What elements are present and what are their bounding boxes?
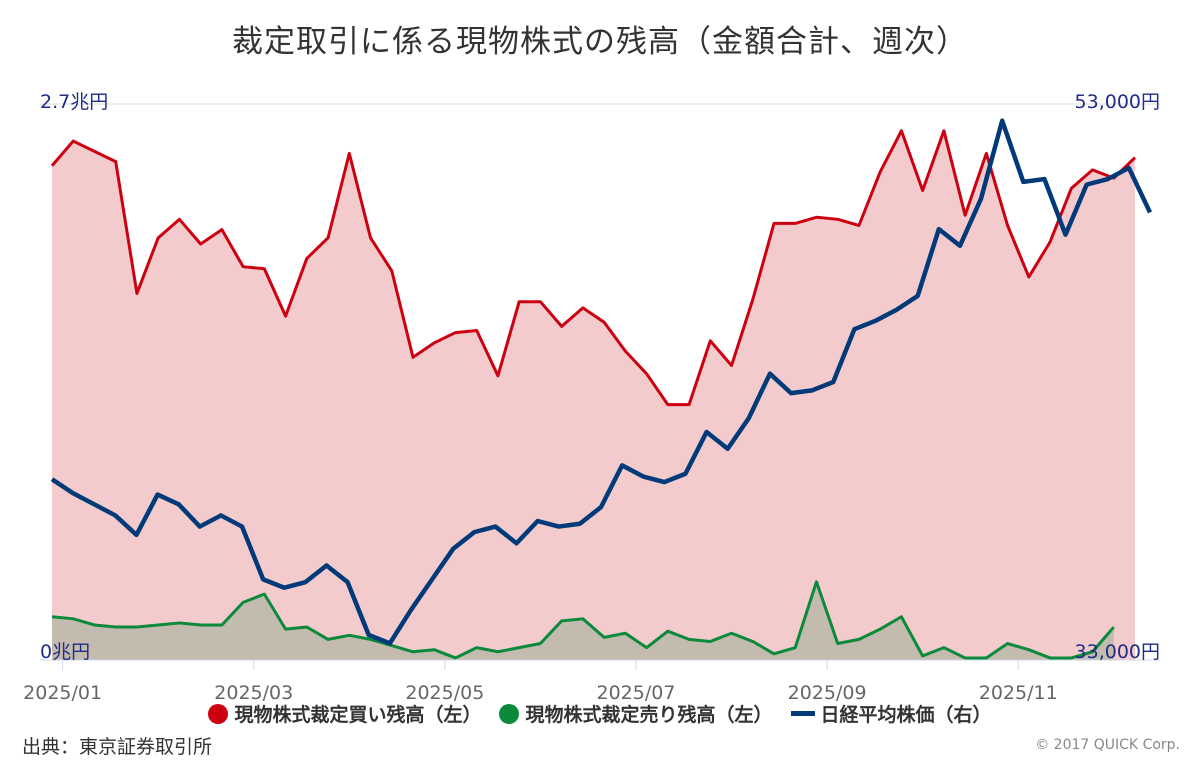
x-tick-label: 2025/07 — [597, 682, 676, 704]
left-axis-max-label: 2.7兆円 — [40, 91, 108, 113]
chart-title: 裁定取引に係る現物株式の残高（金額合計、週次） — [232, 24, 968, 60]
legend-buy-label: 現物株式裁定買い残高（左） — [234, 704, 482, 726]
legend-buy-marker — [208, 703, 229, 724]
buy-area — [52, 130, 1135, 660]
legend-sell-label: 現物株式裁定売り残高（左） — [525, 704, 773, 726]
legend-nikkei-marker — [790, 711, 815, 716]
legend-item-sell[interactable]: 現物株式裁定売り残高（左） — [499, 700, 773, 727]
legend-item-buy[interactable]: 現物株式裁定買い残高（左） — [208, 700, 481, 727]
x-tick-label: 2025/01 — [23, 682, 102, 704]
x-tick-label: 2025/09 — [788, 682, 867, 704]
x-tick-label: 2025/05 — [405, 682, 484, 704]
x-tick-label: 2025/11 — [979, 682, 1058, 704]
legend-sell-marker — [499, 703, 520, 724]
buy-line — [50, 129, 1137, 407]
left-axis-min-label: 0兆円 — [40, 641, 90, 663]
credit: © 2017 QUICK Corp. — [1035, 737, 1180, 753]
source-note: 出典：東京証券取引所 — [22, 736, 213, 758]
legend-nikkei-label: 日経平均株価（右） — [820, 704, 992, 726]
sell-area — [52, 581, 1114, 660]
right-axis-max-label: 53,000円 — [1075, 91, 1160, 113]
right-axis-min-label: 33,000円 — [1075, 641, 1160, 663]
legend: 現物株式裁定買い残高（左） 現物株式裁定売り残高（左） 日経平均株価（右） — [0, 700, 1200, 727]
x-tick-label: 2025/03 — [214, 682, 293, 704]
legend-item-nikkei[interactable]: 日経平均株価（右） — [790, 700, 992, 727]
